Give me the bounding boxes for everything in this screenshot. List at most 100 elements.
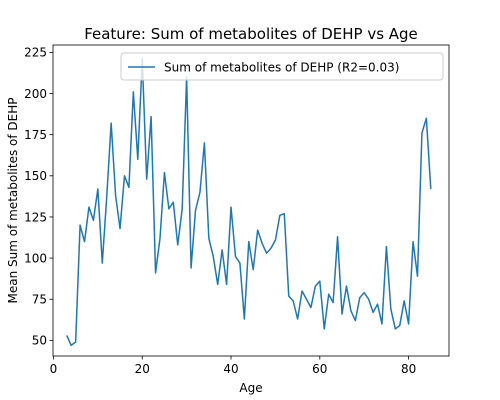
data-point [403,300,405,302]
x-tick-label: 60 [312,362,327,376]
axes: 0 20 40 60 80 50 75 100 125 150 175 200 225 [24,44,450,376]
data-point [381,323,383,325]
data-point [164,172,166,174]
data-point [177,244,179,246]
legend-box [120,52,444,81]
data-point [341,313,343,315]
data-point [244,318,246,320]
plot-area [66,58,432,347]
data-point [119,228,121,230]
data-point [212,256,214,258]
data-point [70,345,72,347]
data-point [412,241,414,243]
data-point [319,280,321,282]
data-point [168,208,170,210]
data-point [346,285,348,287]
data-point [84,241,86,243]
data-point [88,206,90,208]
data-point [159,238,161,240]
y-axis-label: Mean Sum of metabolites of DEHP [6,98,20,304]
data-point [261,242,263,244]
data-point [239,262,241,264]
data-point [97,188,99,190]
data-point [288,295,290,297]
data-point [204,142,206,144]
x-tick-label: 0 [50,362,58,376]
y-tick-label: 150 [24,169,47,183]
data-point [359,297,361,299]
chart-title: Feature: Sum of metabolites of DEHP vs A… [84,25,418,43]
data-point [150,116,152,118]
data-point [173,201,175,203]
data-point [417,275,419,277]
series-line-0 [66,58,432,347]
data-point [301,290,303,292]
data-point [275,239,277,241]
data-point [270,247,272,249]
data-point [355,320,357,322]
data-point [332,302,334,304]
data-point [190,267,192,269]
data-point [426,117,428,119]
data-point [315,285,317,287]
legend-entry-label: Sum of metabolites of DEHP (R2=0.03) [164,61,399,75]
data-point [66,335,68,337]
data-point [115,195,117,197]
data-point [181,208,183,210]
x-tick-label: 40 [223,362,238,376]
data-point [217,284,219,286]
data-point [235,256,237,258]
data-point [101,262,103,264]
y-tick-label: 50 [32,334,47,348]
data-point [133,91,135,93]
y-tick-label: 200 [24,87,47,101]
y-tick-label: 75 [32,293,47,307]
data-point [155,272,157,274]
y-tick-label: 175 [24,128,47,142]
legend: Sum of metabolites of DEHP (R2=0.03) [120,52,444,81]
data-point [430,188,432,190]
data-point [230,206,232,208]
data-point [195,210,197,212]
data-point [421,132,423,134]
data-point [110,122,112,124]
data-point [128,187,130,189]
data-point [377,303,379,305]
data-point [284,213,286,215]
data-point [248,241,250,243]
data-point [257,229,259,231]
data-point [306,298,308,300]
data-point [368,298,370,300]
data-point [252,269,254,271]
data-point [363,292,365,294]
y-tick-label: 125 [24,210,47,224]
data-point [199,191,201,193]
data-point [394,328,396,330]
data-point [124,175,126,177]
x-tick-label: 80 [401,362,416,376]
data-point [408,323,410,325]
y-tick-label: 100 [24,251,47,265]
data-point [350,310,352,312]
data-point [221,249,223,251]
data-point [399,325,401,327]
data-point [137,159,139,161]
data-point [390,308,392,310]
data-point [386,246,388,248]
y-tick-label: 225 [24,46,47,60]
x-tick-label: 20 [135,362,150,376]
data-point [328,293,330,295]
data-point [323,328,325,330]
data-point [292,300,294,302]
data-point [226,284,228,286]
data-point [372,312,374,314]
data-point [297,318,299,320]
data-point [279,215,281,217]
data-point [79,224,81,226]
data-point [146,178,148,180]
data-point [266,252,268,254]
data-point [208,238,210,240]
data-point [310,307,312,309]
x-axis-label: Age [239,381,262,395]
